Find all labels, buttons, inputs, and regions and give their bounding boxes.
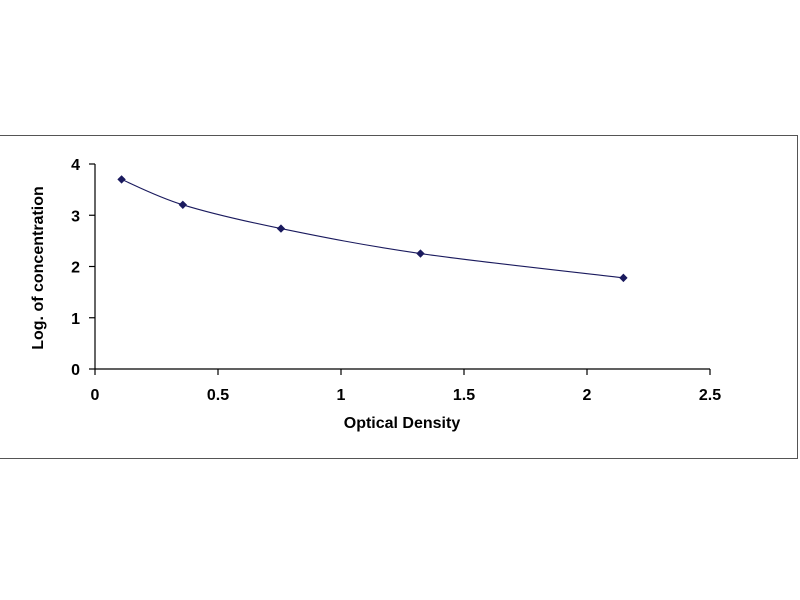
- data-point-0: [117, 175, 126, 184]
- y-axis-title: Log. of concentration: [30, 186, 47, 350]
- x-tick-label-2: 1: [337, 387, 346, 404]
- chart-frame: [0, 135, 798, 459]
- y-axis-title-group: Log. of concentration: [30, 186, 47, 350]
- x-tick-label-4: 2: [583, 387, 592, 404]
- y-tick-label-0: 0: [71, 362, 80, 379]
- x-tick-label-3: 1.5: [453, 387, 475, 404]
- ticks: [89, 163, 711, 375]
- series-trendline: [121, 178, 624, 279]
- data-point-1: [178, 200, 188, 209]
- x-tick-label-0: 0: [91, 387, 100, 404]
- data-point-4: [619, 273, 628, 283]
- tick-labels: 0 0.5 1 1.5 2 2.5 0 1 2 3 4: [71, 157, 721, 404]
- x-axis-title: Optical Density: [344, 415, 461, 432]
- x-tick-label-5: 2.5: [699, 387, 721, 404]
- y-tick-label-1: 1: [71, 311, 80, 328]
- data-point-2: [276, 224, 286, 233]
- axes: [94, 164, 710, 370]
- x-tick-label-1: 0.5: [207, 387, 229, 404]
- y-tick-label-3: 3: [71, 208, 80, 225]
- y-tick-label-4: 4: [71, 157, 80, 174]
- y-tick-label-2: 2: [71, 260, 80, 277]
- markers: [117, 175, 628, 283]
- data-point-3: [416, 249, 425, 258]
- trendline-layer: [121, 178, 624, 279]
